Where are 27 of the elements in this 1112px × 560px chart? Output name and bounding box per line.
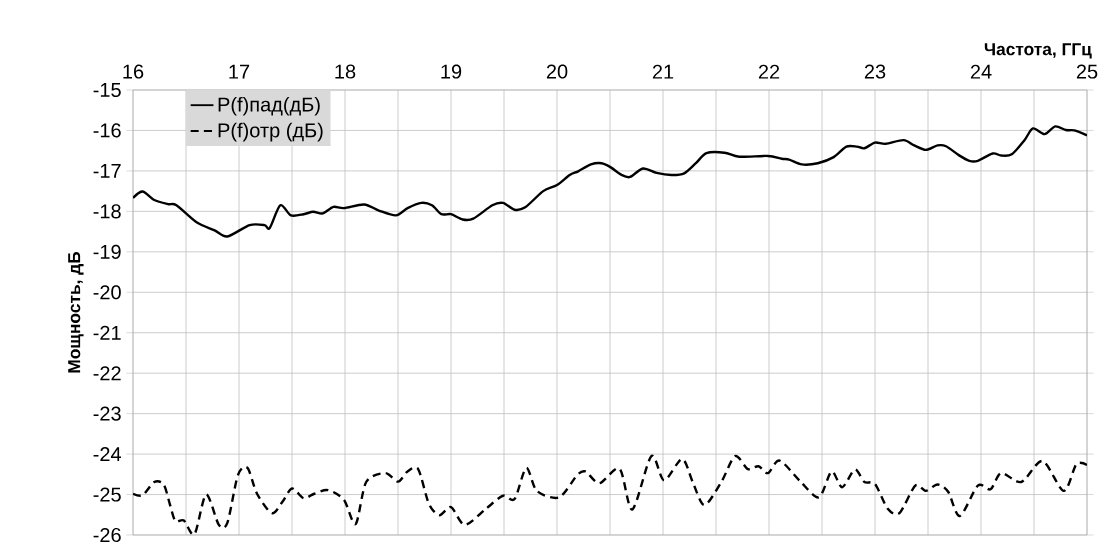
legend-label: P(f)пад(дБ) — [218, 96, 320, 116]
x-tick-label: 21 — [652, 64, 674, 79]
y-tick-label: -16 — [93, 123, 121, 138]
line-series — [133, 454, 1088, 535]
x-tick-label: 24 — [970, 64, 992, 79]
x-tick-label: 23 — [864, 64, 886, 79]
y-tick-label: -17 — [93, 164, 121, 178]
x-tick-label: 19 — [441, 64, 462, 79]
x-tick-label: 16 — [123, 64, 144, 79]
y-tick-label: -19 — [93, 244, 121, 259]
x-tick-label: 18 — [335, 64, 356, 79]
y-tick-label: -18 — [93, 204, 121, 219]
y-axis-title: Мощность, дБ — [68, 251, 84, 373]
x-axis-title: Частота, ГГц — [984, 43, 1092, 59]
x-tick-label: 20 — [546, 64, 568, 79]
x-tick-label: 25 — [1076, 64, 1098, 79]
y-tick-label: -15 — [93, 83, 121, 97]
legend-label: P(f)отр (дБ) — [218, 122, 323, 142]
y-tick-label: -25 — [93, 487, 121, 502]
y-tick-label: -21 — [93, 325, 121, 340]
y-tick-label: -20 — [93, 285, 121, 300]
x-tick-label: 17 — [229, 64, 250, 79]
x-tick-label: 22 — [758, 64, 780, 79]
y-tick-label: -24 — [93, 447, 122, 462]
y-tick-label: -26 — [93, 527, 121, 543]
y-tick-label: -23 — [93, 406, 121, 421]
y-tick-label: -22 — [93, 366, 121, 381]
